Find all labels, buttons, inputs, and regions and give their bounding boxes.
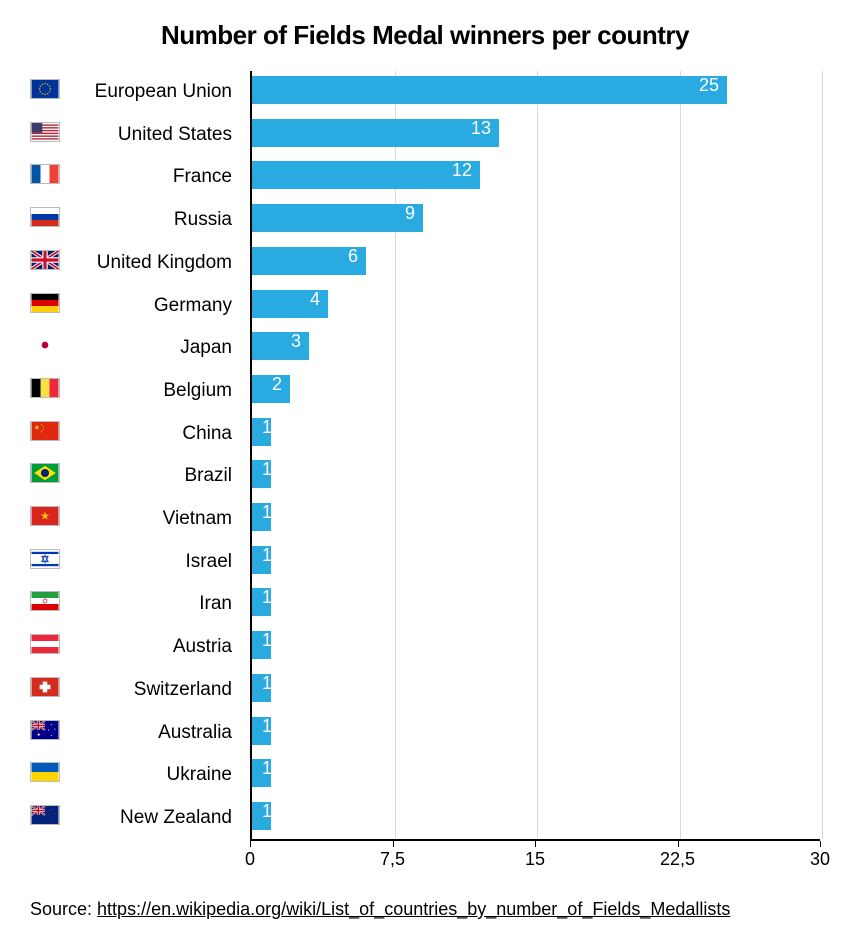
flag-icon bbox=[30, 677, 60, 697]
country-label: Belgium bbox=[66, 370, 246, 413]
country-label: Ukraine bbox=[66, 754, 246, 797]
country-label: United Kingdom bbox=[66, 242, 246, 285]
country-label: European Union bbox=[66, 71, 246, 114]
flag-icon bbox=[30, 293, 60, 313]
flag-icon bbox=[30, 762, 60, 782]
x-tick-mark bbox=[250, 841, 251, 847]
flag-icon bbox=[30, 805, 60, 825]
bar bbox=[252, 76, 727, 104]
flag-icon bbox=[30, 207, 60, 227]
flag-icon bbox=[30, 634, 60, 654]
flag-icon bbox=[30, 164, 60, 184]
x-axis: 07,51522,530 bbox=[250, 841, 820, 881]
source-line: Source: https://en.wikipedia.org/wiki/Li… bbox=[30, 899, 820, 920]
bar-value: 1 bbox=[256, 754, 278, 782]
grid-line bbox=[822, 71, 823, 839]
country-label: Switzerland bbox=[66, 669, 246, 712]
x-tick-label: 0 bbox=[245, 849, 255, 870]
flag-icon bbox=[30, 506, 60, 526]
x-tick-mark bbox=[820, 841, 821, 847]
flag-icon bbox=[30, 250, 60, 270]
country-label: New Zealand bbox=[66, 797, 246, 840]
country-label: Australia bbox=[66, 712, 246, 755]
plot-region: 25 13 12 9 64 3 2 1 1 1 1 1 1 1 1 1 1 bbox=[250, 71, 820, 841]
bar-value: 1 bbox=[256, 455, 278, 483]
country-label: France bbox=[66, 156, 246, 199]
source-prefix: Source: bbox=[30, 899, 97, 919]
x-tick-label: 7,5 bbox=[380, 849, 405, 870]
bar bbox=[252, 119, 499, 147]
bar-value: 9 bbox=[399, 199, 421, 227]
country-label: China bbox=[66, 413, 246, 456]
bar-value: 1 bbox=[256, 498, 278, 526]
bar-value: 1 bbox=[256, 797, 278, 825]
chart-area: European UnionUnited StatesFranceRussiaU… bbox=[30, 71, 820, 881]
flag-icon bbox=[30, 79, 60, 99]
bar-value: 1 bbox=[256, 541, 278, 569]
bar-value: 1 bbox=[256, 413, 278, 441]
country-label: Germany bbox=[66, 285, 246, 328]
bar-value: 4 bbox=[304, 285, 326, 313]
bar-value: 2 bbox=[266, 370, 288, 398]
country-label: Russia bbox=[66, 199, 246, 242]
flag-icon bbox=[30, 421, 60, 441]
flag-icon bbox=[30, 720, 60, 740]
country-label: Israel bbox=[66, 541, 246, 584]
bar-value: 12 bbox=[446, 156, 478, 184]
chart-title: Number of Fields Medal winners per count… bbox=[30, 20, 820, 51]
bar bbox=[252, 204, 423, 232]
x-tick-label: 15 bbox=[525, 849, 545, 870]
country-label: Iran bbox=[66, 583, 246, 626]
country-label: Brazil bbox=[66, 455, 246, 498]
flag-icon bbox=[30, 549, 60, 569]
x-tick-label: 30 bbox=[810, 849, 830, 870]
flag-icon bbox=[30, 122, 60, 142]
bar-value: 6 bbox=[342, 242, 364, 270]
flag-icon bbox=[30, 591, 60, 611]
country-label: Japan bbox=[66, 327, 246, 370]
bar-value: 1 bbox=[256, 626, 278, 654]
bar-value: 13 bbox=[465, 114, 497, 142]
flag-icon bbox=[30, 378, 60, 398]
flag-icon bbox=[30, 463, 60, 483]
x-tick-mark bbox=[678, 841, 679, 847]
x-tick-mark bbox=[535, 841, 536, 847]
country-label: Austria bbox=[66, 626, 246, 669]
country-label: Vietnam bbox=[66, 498, 246, 541]
bar-value: 1 bbox=[256, 669, 278, 697]
source-link[interactable]: https://en.wikipedia.org/wiki/List_of_co… bbox=[97, 899, 730, 919]
flag-icon bbox=[35, 335, 55, 355]
bar-value: 1 bbox=[256, 583, 278, 611]
bar-value: 3 bbox=[285, 327, 307, 355]
x-tick-label: 22,5 bbox=[660, 849, 695, 870]
bar-value: 1 bbox=[256, 712, 278, 740]
country-label: United States bbox=[66, 114, 246, 157]
x-tick-mark bbox=[393, 841, 394, 847]
bar-value: 25 bbox=[693, 71, 725, 99]
